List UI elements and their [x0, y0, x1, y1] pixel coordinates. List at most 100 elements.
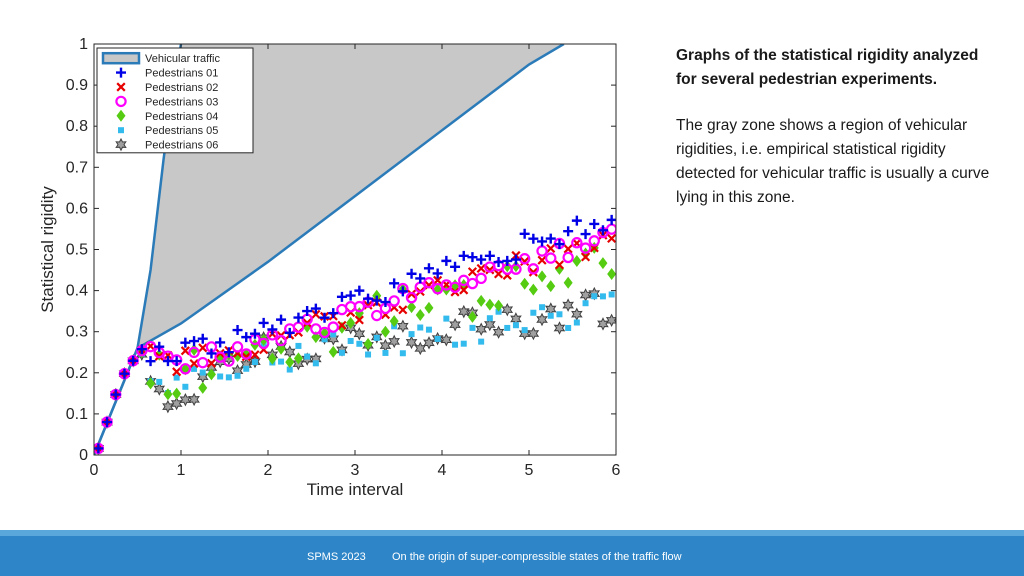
- pedestrians-01-point: [119, 368, 130, 379]
- pedestrians-03-point: [214, 351, 226, 363]
- pedestrians-02-point: [363, 300, 373, 310]
- pedestrians-01-point: [223, 347, 234, 358]
- pedestrians-04-point: [172, 387, 182, 400]
- pedestrians-04-point: [607, 268, 616, 281]
- pedestrians-01-point: [389, 278, 400, 289]
- pedestrians-05-point: [469, 324, 476, 331]
- pedestrians-06-point: [162, 399, 174, 414]
- pedestrians-03-point: [562, 251, 574, 264]
- pedestrians-02-point: [180, 346, 190, 356]
- pedestrians-01-point: [380, 297, 391, 308]
- pedestrians-01-point: [180, 337, 191, 348]
- pedestrians-01-series: [94, 214, 616, 454]
- pedestrians-04-point: [511, 260, 521, 273]
- pedestrians-05-point: [278, 358, 285, 365]
- pedestrians-02-point: [485, 265, 495, 275]
- pedestrians-03-point: [579, 242, 592, 254]
- pedestrians-03-point: [545, 252, 557, 264]
- pedestrians-06-point: [388, 334, 400, 349]
- pedestrians-03-point: [527, 263, 540, 275]
- pedestrians-01-point: [258, 317, 269, 328]
- pedestrians-02-point: [554, 260, 565, 270]
- pedestrians-05-point: [591, 293, 598, 300]
- pedestrians-01-point: [145, 356, 156, 367]
- pedestrians-05-point: [382, 349, 389, 356]
- pedestrians-02-point: [398, 305, 408, 315]
- legend-label-pedestrians-06: Pedestrians 06: [145, 140, 218, 152]
- legend-label-pedestrians-04: Pedestrians 04: [145, 111, 218, 123]
- pedestrians-03-point: [571, 237, 583, 249]
- pedestrians-05-point: [539, 304, 546, 311]
- pedestrians-05-point: [356, 340, 363, 347]
- pedestrians-01-point: [267, 324, 278, 335]
- pedestrians-06-point: [527, 326, 540, 341]
- pedestrians-05-point: [243, 365, 250, 372]
- pedestrians-05-point: [460, 340, 467, 347]
- pedestrians-04-point: [502, 260, 512, 273]
- pedestrians-04-point: [380, 325, 390, 338]
- pedestrians-05-point: [156, 378, 163, 385]
- pedestrians-04-point: [328, 345, 338, 358]
- pedestrians-05-point: [521, 327, 528, 334]
- pedestrians-05-point: [182, 383, 189, 390]
- pedestrians-05-point: [304, 353, 311, 360]
- pedestrians-04-point: [293, 352, 303, 365]
- y-tick-label: 0.7: [66, 159, 88, 176]
- legend: Vehicular traffic Pedestrians 01 Pedestria…: [96, 47, 254, 154]
- pedestrians-05-point: [512, 322, 519, 329]
- footer-title: On the origin of super-compressible stat…: [392, 551, 682, 563]
- x-tick-label: 2: [264, 462, 273, 479]
- footer-conference: SPMS 2023: [307, 551, 366, 563]
- pedestrians-02-point: [459, 285, 469, 295]
- legend-marker-pedestrians-01: [116, 67, 126, 78]
- pedestrians-04-point: [407, 301, 417, 314]
- x-tick-label: 6: [612, 462, 621, 479]
- pedestrians-05-point: [608, 291, 615, 298]
- pedestrians-04-point: [198, 381, 208, 394]
- pedestrians-05-point: [399, 350, 406, 357]
- legend-label-vehicular: Vehicular traffic: [145, 53, 221, 65]
- pedestrians-03-point: [327, 321, 339, 333]
- x-axis-label: Time interval: [307, 480, 404, 499]
- pedestrians-06-point: [405, 335, 418, 350]
- side-title: Graphs of the statistical rigidity analy…: [676, 47, 979, 88]
- legend-box: [96, 47, 254, 154]
- pedestrians-04-point: [146, 377, 156, 390]
- pedestrians-01-point: [328, 308, 339, 319]
- pedestrians-03-point: [588, 235, 600, 247]
- pedestrians-05-point: [434, 335, 441, 342]
- pedestrians-03-point: [405, 291, 418, 304]
- vehicular-lower-bound: [94, 44, 565, 455]
- pedestrians-03-point: [240, 348, 252, 360]
- pedestrians-01-point: [232, 325, 243, 336]
- pedestrians-05-point: [530, 309, 537, 316]
- pedestrians-04-point: [476, 294, 486, 307]
- x-tick-label: 3: [351, 462, 360, 479]
- pedestrians-02-point: [563, 244, 573, 254]
- pedestrians-05-point: [573, 319, 580, 326]
- pedestrians-01-point: [597, 225, 608, 236]
- pedestrians-05-point: [486, 315, 493, 322]
- pedestrians-05-point: [191, 365, 198, 372]
- pedestrians-01-point: [284, 327, 295, 338]
- pedestrians-01-point: [606, 214, 616, 225]
- legend-marker-pedestrians-03: [115, 95, 127, 108]
- x-tick-label: 5: [525, 462, 534, 479]
- pedestrians-01-point: [276, 314, 287, 325]
- y-tick-label: 0.1: [66, 406, 88, 423]
- pedestrians-03-point: [275, 334, 287, 347]
- pedestrians-01-point: [484, 250, 495, 261]
- pedestrians-02-point: [433, 275, 443, 285]
- pedestrians-04-point: [337, 321, 347, 334]
- pedestrians-04-point: [233, 349, 243, 362]
- legend-marker-pedestrians-06: [115, 137, 127, 152]
- pedestrians-03-point: [371, 309, 383, 322]
- pedestrians-06-point: [397, 319, 409, 333]
- pedestrians-05-point: [547, 312, 554, 319]
- pedestrians-06-point: [457, 304, 470, 319]
- y-tick-label: 0.9: [66, 77, 88, 94]
- pedestrians-03-point: [318, 326, 331, 339]
- pedestrians-04-point: [206, 368, 216, 381]
- pedestrians-05-point: [338, 349, 345, 356]
- pedestrians-04-point: [546, 280, 556, 293]
